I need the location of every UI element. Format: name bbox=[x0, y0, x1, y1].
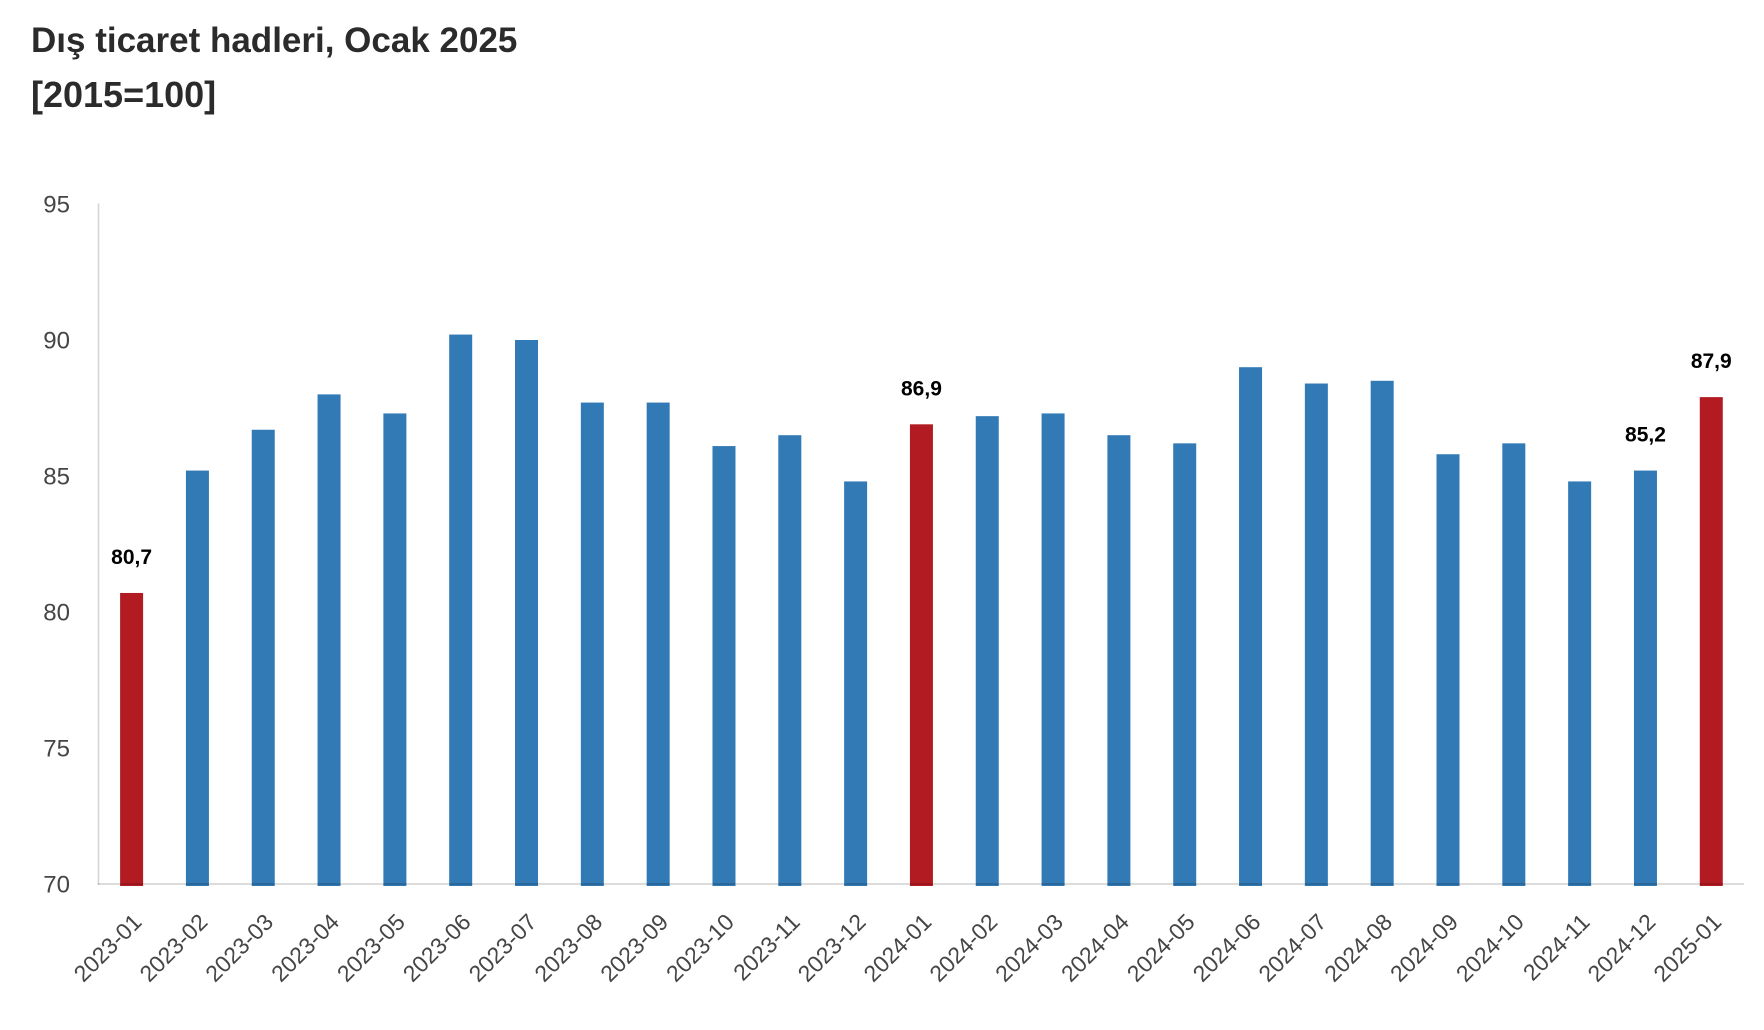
svg-text:80,7: 80,7 bbox=[111, 546, 152, 569]
svg-text:90: 90 bbox=[43, 328, 70, 355]
svg-text:80: 80 bbox=[43, 600, 70, 627]
svg-text:75: 75 bbox=[43, 736, 70, 763]
svg-text:[2015=100]: [2015=100] bbox=[31, 74, 216, 115]
svg-text:95: 95 bbox=[43, 192, 70, 219]
svg-text:Dış ticaret hadleri, Ocak 2025: Dış ticaret hadleri, Ocak 2025 bbox=[31, 21, 517, 60]
svg-text:86,9: 86,9 bbox=[901, 377, 942, 400]
svg-text:70: 70 bbox=[43, 872, 70, 899]
svg-text:85,2: 85,2 bbox=[1625, 424, 1666, 447]
svg-text:85: 85 bbox=[43, 464, 70, 491]
svg-text:87,9: 87,9 bbox=[1691, 350, 1732, 373]
